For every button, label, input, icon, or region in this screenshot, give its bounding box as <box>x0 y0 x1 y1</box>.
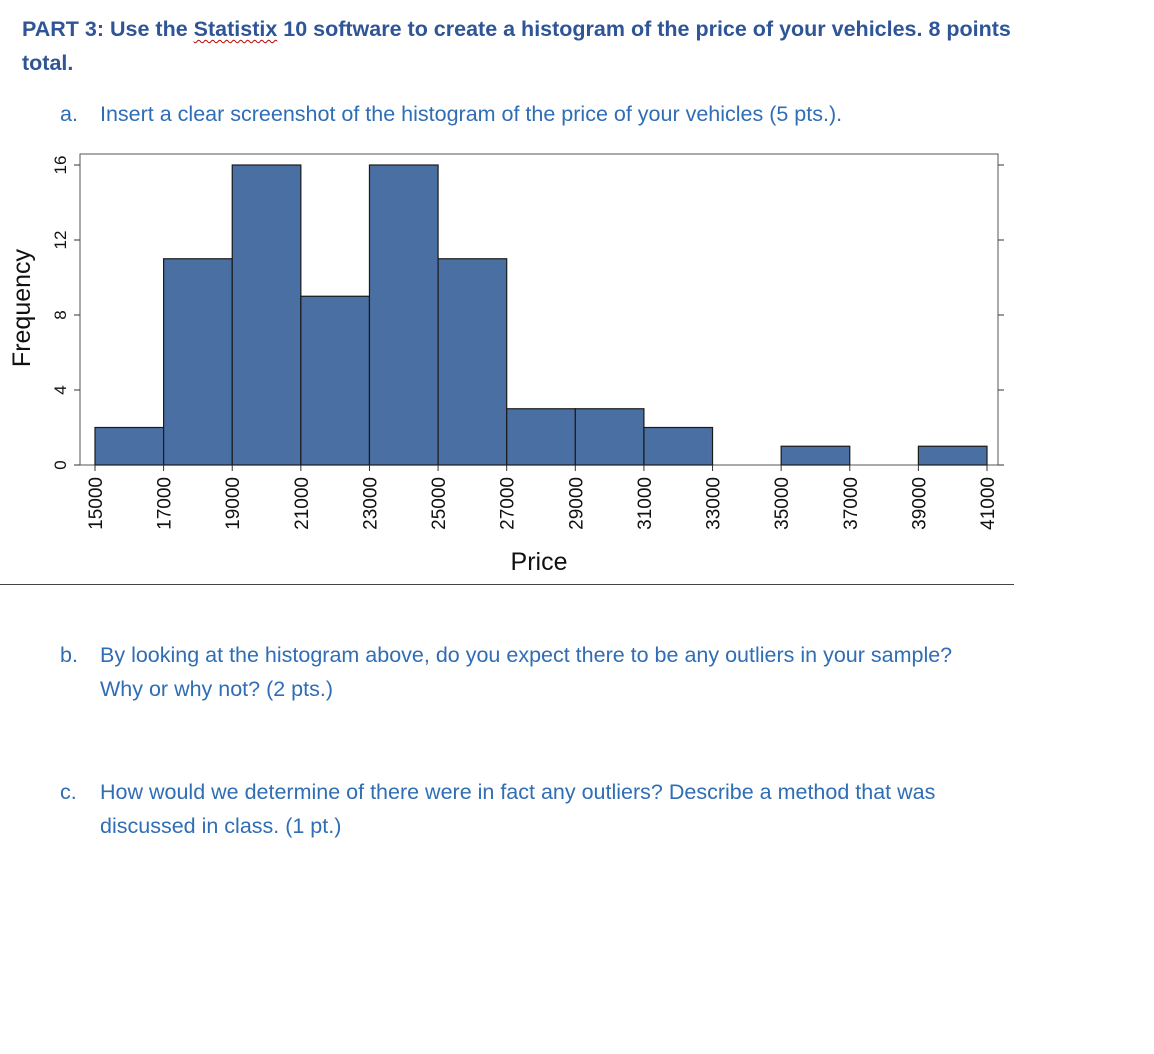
x-tick-label: 29000 <box>566 477 587 530</box>
question-a: a. Insert a clear screenshot of the hist… <box>60 97 1060 131</box>
x-tick-label: 39000 <box>909 477 930 530</box>
x-axis-label: Price <box>511 548 568 576</box>
x-tick-label: 37000 <box>841 477 862 530</box>
question-b-text: By looking at the histogram above, do yo… <box>100 643 953 701</box>
x-tick-label: 33000 <box>704 477 725 530</box>
x-tick-label: 23000 <box>360 477 381 530</box>
y-tick-label: 4 <box>51 385 70 394</box>
question-c-text: How would we determine of there were in … <box>100 780 936 838</box>
y-axis-label: Frequency <box>8 248 36 367</box>
y-tick-label: 0 <box>51 460 70 469</box>
histogram-bar <box>368 164 439 466</box>
question-c: c. How would we determine of there were … <box>60 775 1060 843</box>
histogram-chart: 0 4 8 12 16 15000 17000 19000 21000 23000 25000 270… <box>8 153 1004 576</box>
histogram-bar <box>574 408 645 466</box>
figure-bottom-rule <box>0 584 1014 585</box>
heading-software-name: Statistix <box>193 17 278 41</box>
histogram-bar <box>917 445 988 466</box>
y-tick-label: 8 <box>51 310 70 319</box>
y-tick-label: 16 <box>51 156 70 175</box>
x-tick-label: 25000 <box>429 477 450 530</box>
histogram-bar <box>231 164 302 466</box>
histogram-bar <box>300 295 371 466</box>
histogram-bar <box>94 426 165 466</box>
histogram-bar <box>163 258 233 466</box>
x-tick-label: 27000 <box>498 477 519 530</box>
x-tick-label: 35000 <box>772 477 793 530</box>
histogram-figure: 0 4 8 12 16 15000 17000 19000 21000 23000 25000 270… <box>0 148 1154 588</box>
x-tick-label: 17000 <box>155 477 176 530</box>
histogram-bar <box>780 445 851 466</box>
question-a-text: Insert a clear screenshot of the histogr… <box>100 102 843 126</box>
y-tick-label: 12 <box>51 231 70 250</box>
histogram-bar <box>643 426 714 466</box>
histogram-bar <box>437 258 508 466</box>
question-b: b. By looking at the histogram above, do… <box>60 638 1060 706</box>
x-tick-label: 15000 <box>86 477 107 530</box>
x-tick-label: 21000 <box>292 477 313 530</box>
x-tick-label: 19000 <box>223 477 244 530</box>
question-c-letter: c. <box>60 780 77 804</box>
heading-pre: PART 3: Use the <box>22 17 194 41</box>
histogram-bar <box>506 408 576 466</box>
question-a-letter: a. <box>60 102 78 126</box>
x-tick-label: 31000 <box>635 477 656 530</box>
x-tick-label: 41000 <box>978 477 999 530</box>
question-b-letter: b. <box>60 643 78 667</box>
part-heading: PART 3: Use the Statistix 10 software to… <box>22 12 1022 80</box>
heading-post: 10 software to create a histogram of the… <box>22 17 1011 75</box>
